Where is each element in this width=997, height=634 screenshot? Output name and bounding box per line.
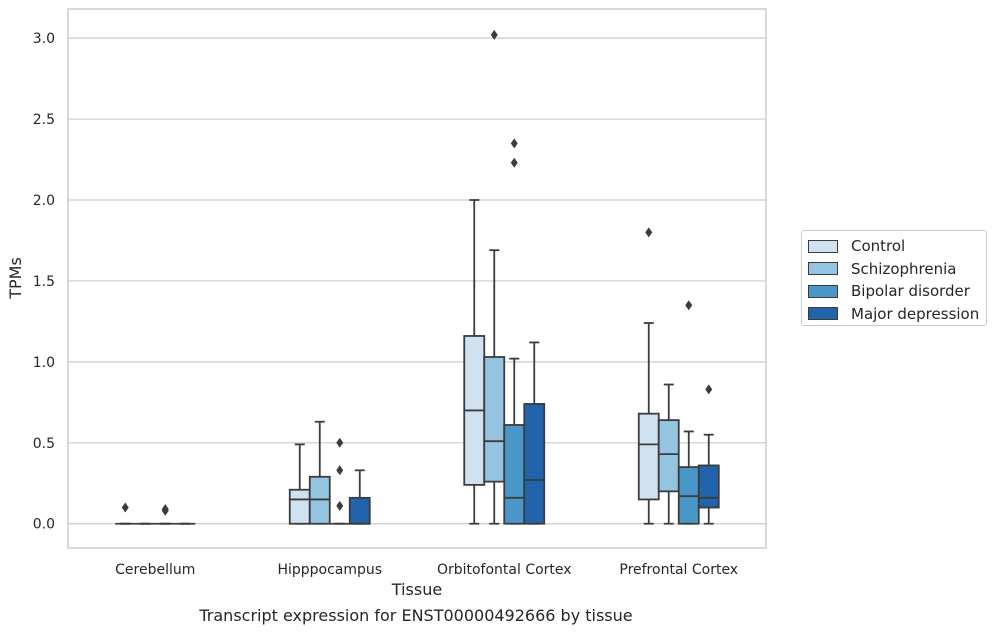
box-control: [637, 227, 660, 525]
y-tick-labels: 0.0 0.5 1.0 1.5 2.0 2.5 3.0: [33, 31, 55, 533]
legend-swatch-schizophrenia: [808, 262, 838, 276]
outlier-marker: [510, 157, 518, 168]
x-tick-labels: Cerebellum Hipppocampus Orbitofontal Corte…: [115, 562, 738, 578]
chart-caption: Transcript expression for ENST0000049266…: [199, 606, 633, 625]
outlier-marker: [336, 465, 344, 476]
box-schizophrenia: [308, 420, 331, 525]
gridlines: [68, 37, 766, 525]
plot-frame: [67, 8, 767, 549]
box-control: [463, 199, 486, 525]
legend-swatch-major-depression: [808, 307, 838, 321]
outlier-marker: [161, 504, 169, 515]
y-tick-label: 0.5: [33, 436, 55, 452]
x-tick-label: Hipppocampus: [277, 562, 382, 578]
x-tick-label: Orbitofontal Cortex: [437, 562, 572, 578]
y-axis-label: TPMs: [6, 257, 25, 300]
box-bipolar-disorder: [329, 437, 350, 525]
outlier-marker: [705, 384, 713, 395]
legend-label-major-depression: Major depression: [851, 304, 980, 323]
outlier-marker: [685, 300, 693, 311]
y-tick-label: 1.5: [33, 274, 55, 290]
box-body: [503, 424, 526, 525]
box-series: [115, 29, 720, 525]
box-schizophrenia: [657, 383, 680, 525]
box-body: [657, 419, 680, 493]
box-control: [288, 443, 311, 525]
box-body: [637, 412, 660, 501]
y-tick-label: 2.5: [33, 112, 55, 128]
y-tick-label: 0.0: [33, 517, 55, 533]
outlier-marker: [121, 502, 129, 513]
box-bipolar-disorder: [155, 504, 176, 525]
outlier-marker: [645, 227, 653, 238]
box-body: [697, 464, 720, 509]
box-body: [348, 496, 371, 525]
outlier-marker: [510, 138, 518, 149]
legend-item-bipolar-disorder: Bipolar disorder: [808, 280, 986, 303]
box-body: [483, 356, 506, 483]
outlier-marker: [490, 29, 498, 40]
x-axis-label: Tissue: [391, 580, 442, 599]
box-major-depression: [523, 341, 546, 525]
box-body: [288, 488, 311, 525]
y-tick-label: 1.0: [33, 355, 55, 371]
legend-swatch-control: [808, 239, 838, 253]
legend-label-schizophrenia: Schizophrenia: [851, 259, 957, 278]
box-schizophrenia: [483, 29, 506, 525]
box-control: [115, 502, 136, 525]
legend: Control Schizophrenia Bipolar disorder M…: [801, 230, 987, 326]
outlier-marker: [336, 437, 344, 448]
y-tick-label: 3.0: [33, 31, 55, 47]
outlier-marker: [336, 500, 344, 511]
box-major-depression: [697, 384, 720, 525]
box-body: [523, 403, 546, 525]
legend-item-major-depression: Major depression: [808, 303, 986, 326]
box-major-depression: [348, 469, 371, 525]
box-bipolar-disorder: [503, 138, 526, 525]
x-tick-label: Prefrontal Cortex: [619, 562, 738, 578]
box-bipolar-disorder: [677, 300, 700, 525]
legend-item-control: Control: [808, 235, 986, 258]
x-tick-label: Cerebellum: [115, 562, 195, 578]
legend-label-bipolar-disorder: Bipolar disorder: [851, 282, 970, 301]
legend-item-schizophrenia: Schizophrenia: [808, 258, 986, 281]
legend-label-control: Control: [851, 237, 906, 256]
y-tick-label: 2.0: [33, 193, 55, 209]
legend-swatch-bipolar-disorder: [808, 284, 838, 298]
